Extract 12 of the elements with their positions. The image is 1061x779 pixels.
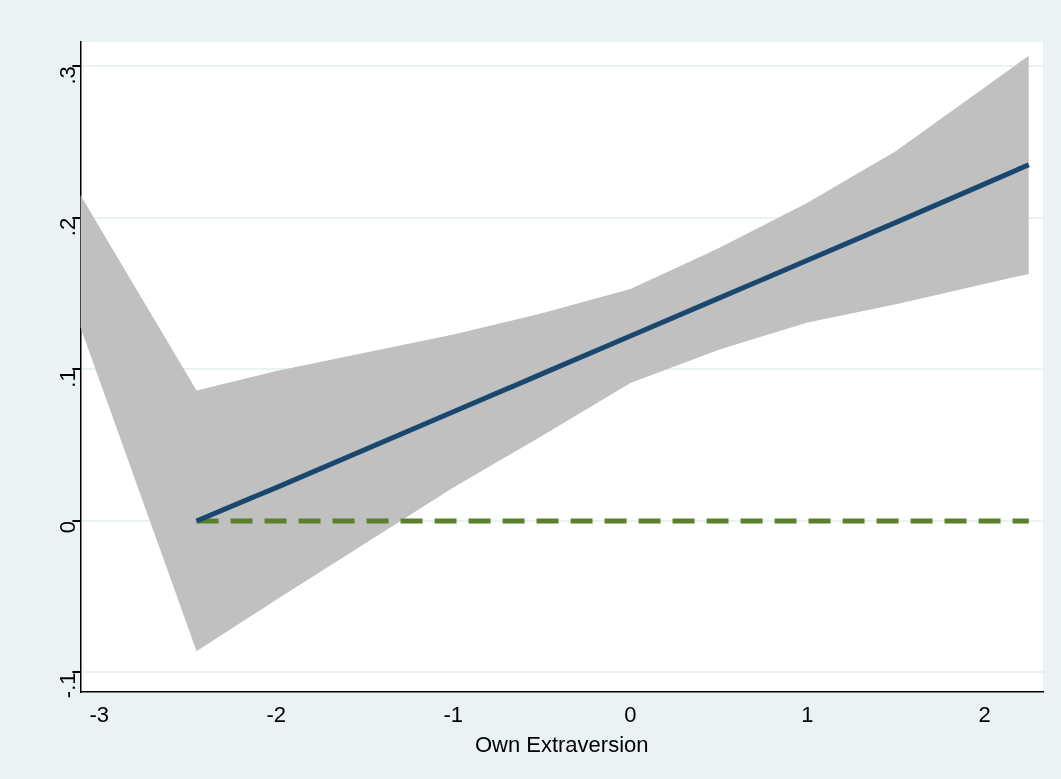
- y-tick-label: .1: [55, 369, 81, 388]
- x-tick-label: 0: [624, 702, 637, 728]
- y-tick-label: -.1: [55, 672, 81, 699]
- x-tick-label: -1: [443, 702, 464, 728]
- x-tick-label: 2: [978, 702, 991, 728]
- y-tick-label: .3: [55, 66, 81, 85]
- x-tick-label: 1: [801, 702, 814, 728]
- x-tick-label: -2: [266, 702, 287, 728]
- y-tick-label: .2: [55, 217, 81, 237]
- y-tick-label: 0: [55, 520, 81, 534]
- x-axis-title: Own Extraversion: [474, 731, 649, 757]
- x-tick-label: -3: [89, 702, 109, 728]
